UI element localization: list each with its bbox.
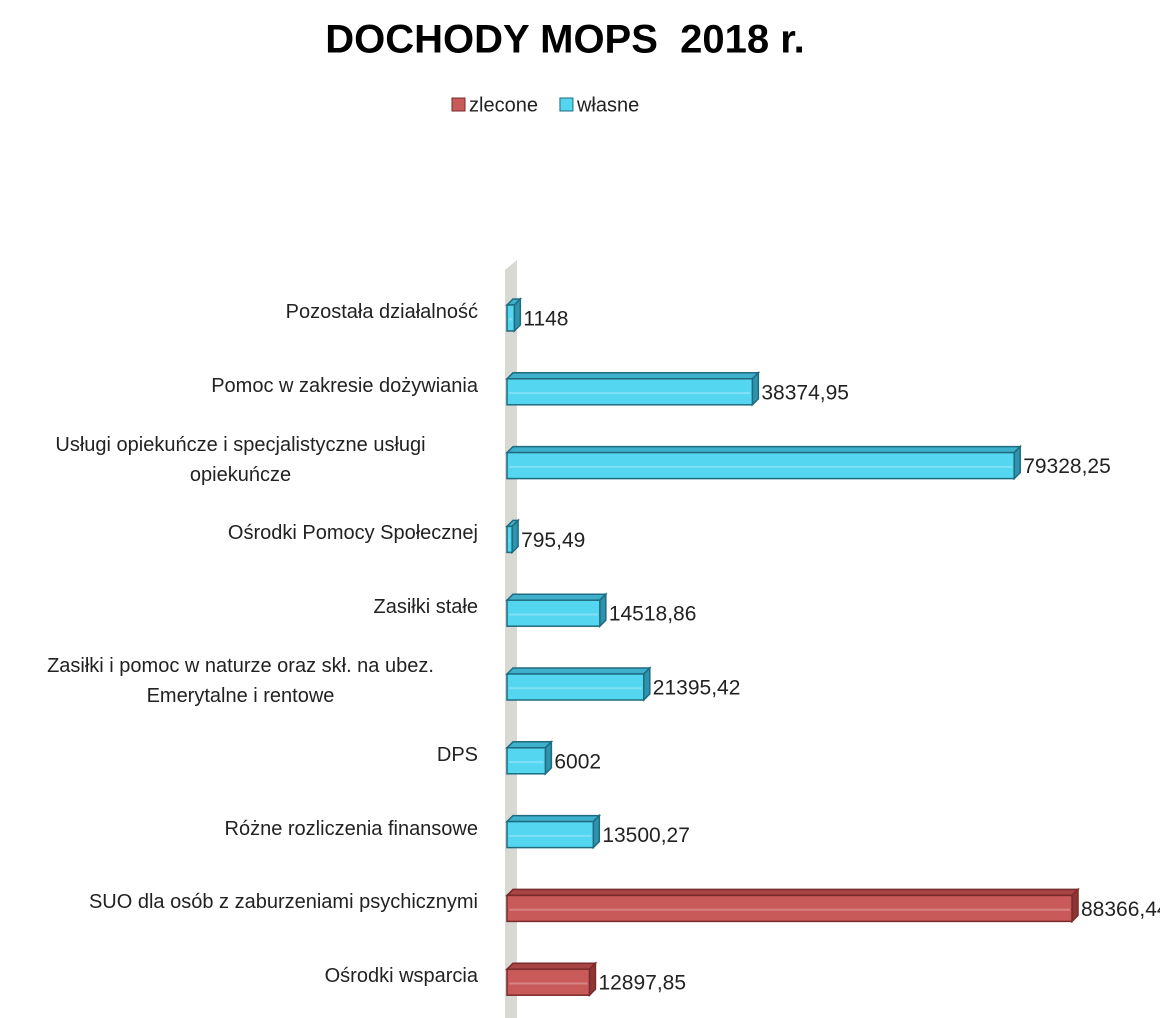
bar <box>505 444 1023 481</box>
bar-front <box>506 747 547 775</box>
category-label: Ośrodki Pomocy Społecznej <box>227 522 478 545</box>
bar-top <box>505 888 1080 897</box>
bar <box>505 666 652 702</box>
category-label: Różne rozliczenia finansowe <box>224 817 478 840</box>
bar-front <box>506 820 595 849</box>
category-label-box: Pomoc w zakresie dożywiania <box>3 371 478 401</box>
bar-side <box>592 813 601 850</box>
category-label: Zasiłki stałe <box>373 596 478 619</box>
bar-side <box>1071 887 1079 924</box>
category-label: Ośrodki wsparcia <box>324 965 478 988</box>
legend-item: zlecone <box>451 94 538 116</box>
category-label-box: Ośrodki Pomocy Społecznej <box>3 518 478 548</box>
legend-label: własne <box>576 94 639 116</box>
bar <box>505 518 520 555</box>
bar-top <box>505 741 554 749</box>
bar-front <box>506 525 513 554</box>
bar-top <box>505 445 1023 454</box>
value-label: 13500,27 <box>602 824 690 847</box>
category-label-box: SUO dla osób z zaburzeniami psychicznymi <box>3 887 478 917</box>
bar <box>505 813 602 850</box>
bar-side <box>643 666 651 702</box>
bar-top <box>505 372 761 380</box>
bar <box>505 887 1080 924</box>
bar <box>505 297 523 333</box>
bar-front <box>506 599 601 627</box>
category-label: DPS <box>436 743 478 766</box>
bar-front <box>506 378 754 406</box>
chart-title: DOCHODY MOPS 2018 r. <box>325 18 804 62</box>
bar-side <box>588 961 597 998</box>
category-label: Usługi opiekuńcze i specjalistyczne usłu… <box>55 433 426 486</box>
bar <box>505 592 608 629</box>
bar-side <box>513 297 522 333</box>
value-label: 1148 <box>523 308 568 331</box>
bar-top <box>505 962 598 970</box>
bar-top <box>505 667 652 675</box>
bar <box>505 739 554 776</box>
value-label: 88366,44 <box>1081 898 1160 921</box>
bar-front <box>506 451 1015 480</box>
category-label-box: Zasiłki stałe <box>3 592 478 622</box>
category-label: SUO dla osób z zaburzeniami psychicznymi <box>88 891 478 914</box>
legend-swatch <box>451 97 466 112</box>
bar-front <box>506 968 591 996</box>
category-label-box: Różne rozliczenia finansowe <box>3 814 478 844</box>
category-label-box: Usługi opiekuńcze i specjalistyczne usłu… <box>3 430 478 490</box>
category-label: Pomoc w zakresie dożywiania <box>211 374 478 397</box>
bar <box>505 961 598 998</box>
value-label: 79328,25 <box>1023 455 1111 478</box>
legend-item: własne <box>559 94 639 116</box>
category-label-box: DPS <box>3 740 478 770</box>
bar-side <box>511 518 519 555</box>
category-label-box: Pozostała działalność <box>3 297 478 327</box>
value-label: 795,49 <box>521 529 585 552</box>
value-label: 6002 <box>554 750 601 773</box>
legend-label: zlecone <box>469 94 538 116</box>
bar-front <box>506 894 1073 923</box>
bar-side <box>751 370 760 407</box>
bar-front <box>506 673 645 701</box>
value-label: 14518,86 <box>609 603 697 626</box>
value-label: 12897,85 <box>598 972 686 995</box>
bar-side <box>599 592 607 629</box>
legend-swatch <box>559 97 574 112</box>
category-label: Pozostała działalność <box>285 301 478 323</box>
category-label-box: Zasiłki i pomoc w naturze oraz skł. na u… <box>3 651 478 711</box>
category-label: Zasiłki i pomoc w naturze oraz skł. na u… <box>47 655 434 707</box>
bar-front <box>506 304 516 332</box>
bar-top <box>505 814 602 823</box>
bar <box>505 370 761 407</box>
bar-side <box>1013 444 1021 481</box>
value-label: 21395,42 <box>653 677 741 700</box>
bar-top <box>505 593 608 601</box>
bar-side <box>544 739 553 776</box>
value-label: 38374,95 <box>761 381 849 404</box>
category-label-box: Ośrodki wsparcia <box>3 961 478 991</box>
